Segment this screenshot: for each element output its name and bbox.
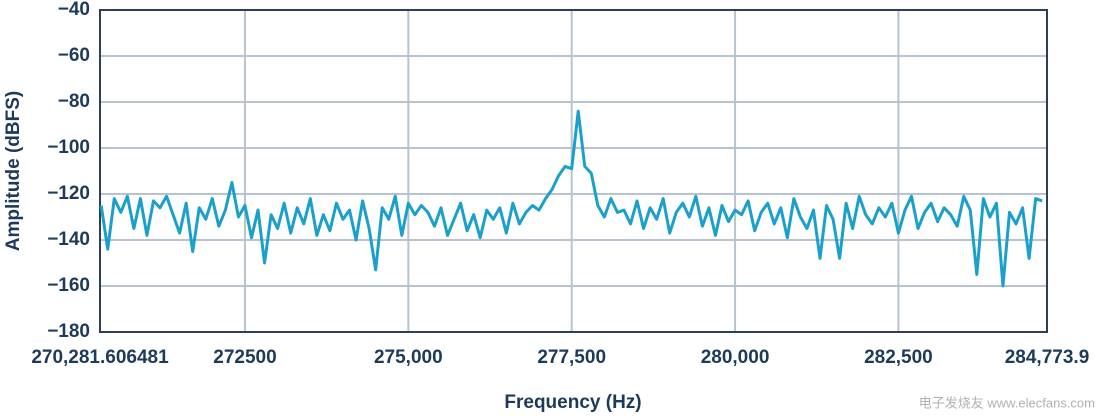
x-tick-label: 280,000 — [701, 347, 770, 368]
x-tick-label: 282,500 — [864, 347, 933, 368]
x-tick-label: 270,281.606481 — [31, 347, 169, 368]
y-tick-label: −140 — [47, 229, 90, 250]
plot-frame — [99, 9, 1048, 333]
x-tick-label: 277,500 — [537, 347, 606, 368]
x-tick-label: 275,000 — [374, 347, 443, 368]
data-line — [99, 109, 1043, 288]
y-tick-label: −160 — [47, 275, 90, 296]
x-tick-label: 272500 — [213, 347, 276, 368]
x-axis-label: Frequency (Hz) — [504, 392, 641, 413]
y-tick-label: −180 — [47, 321, 90, 342]
y-tick-label: −120 — [47, 183, 90, 204]
y-tick-label: −40 — [58, 0, 90, 20]
y-tick-label: −100 — [47, 137, 90, 158]
y-axis-label: Amplitude (dBFS) — [3, 91, 24, 251]
y-tick-label: −60 — [58, 45, 90, 66]
watermark: 电子发烧友 www.elecfans.com — [919, 395, 1095, 410]
y-tick-label: −80 — [58, 91, 90, 112]
x-tick-label: 284,773.9 — [1005, 347, 1090, 368]
